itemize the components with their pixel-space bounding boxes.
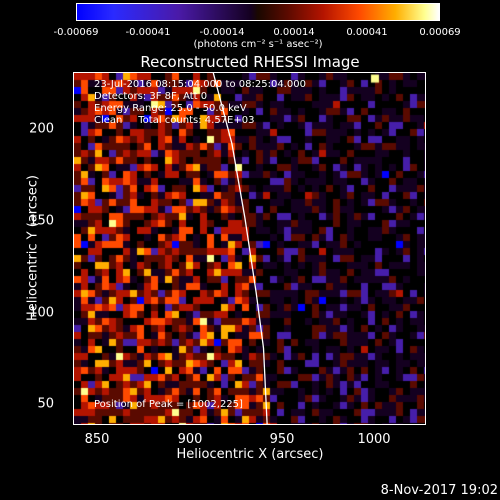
y-tick-label: 100 — [29, 305, 54, 321]
info-line-1: 23-Jul-2016 08:15:04.000 to 08:25:04.000 — [94, 79, 306, 90]
x-axis-label: Heliocentric X (arcsec) — [176, 447, 324, 462]
colorbar-tick: -0.00014 — [199, 27, 245, 38]
colorbar-unit-label: (photons cm⁻² s⁻¹ asec⁻²) — [193, 39, 323, 50]
plot-title: Reconstructed RHESSI Image — [140, 53, 360, 71]
solar-limb-line — [212, 73, 268, 424]
colorbar — [76, 3, 440, 21]
info-line-3: Energy Range: 25.0 - 50.0 keV — [94, 103, 247, 114]
y-tick-label: 200 — [29, 121, 54, 137]
x-tick-label: 950 — [269, 432, 295, 447]
y-tick-label: 50 — [37, 396, 54, 412]
plot-area[interactable]: 23-Jul-2016 08:15:04.000 to 08:25:04.000… — [73, 72, 426, 425]
colorbar-tick: 0.00041 — [346, 27, 388, 38]
y-axis-label: Heliocentric Y (arcsec) — [25, 175, 41, 321]
x-tick-label: 1000 — [357, 432, 391, 447]
timestamp: 8-Nov-2017 19:02 — [380, 483, 498, 498]
colorbar-tick: 0.00014 — [273, 27, 315, 38]
info-line-2: Detectors: 3F 8F, Att 0 — [94, 91, 208, 102]
colorbar-tick: -0.00041 — [125, 27, 171, 38]
peak-position-label: Position of Peak = [1002,225] — [94, 399, 243, 410]
x-tick-label: 900 — [177, 432, 203, 447]
colorbar-tick: -0.00069 — [53, 27, 99, 38]
colorbar-tick: 0.00069 — [419, 27, 461, 38]
y-tick-label: 150 — [29, 213, 54, 229]
info-line-4: Clean Total counts: 4.57E+03 — [94, 115, 255, 126]
x-tick-label: 850 — [84, 432, 110, 447]
